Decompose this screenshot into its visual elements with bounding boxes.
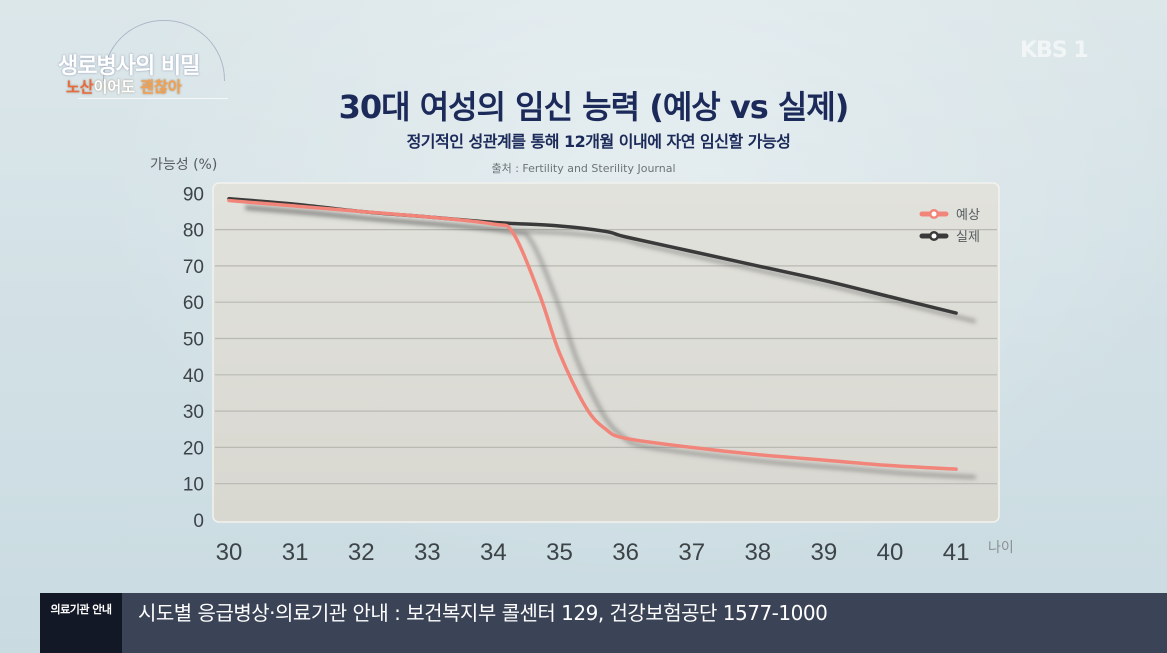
legend-item: 실제 bbox=[919, 230, 980, 245]
show-subtitle-accent: 노산 bbox=[66, 78, 94, 96]
ticker-text: 시도별 응급병상·의료기관 안내 : 보건복지부 콜센터 129, 건강보험공단… bbox=[138, 601, 828, 625]
x-tick-label: 36 bbox=[612, 539, 639, 566]
y-tick-label: 90 bbox=[183, 184, 204, 205]
y-tick-label: 0 bbox=[193, 511, 204, 532]
news-ticker: 의료기관 안내 시도별 응급병상·의료기관 안내 : 보건복지부 콜센터 129… bbox=[40, 593, 1167, 653]
ticker-tag: 의료기관 안내 bbox=[40, 593, 122, 653]
x-axis-ticks: 30 31 32 33 34 35 36 37 38 39 40 41 bbox=[216, 539, 970, 566]
chart-subtitle: 정기적인 성관계를 통해 12개월 이내에 자연 임신할 가능성 bbox=[406, 132, 791, 151]
legend-label: 실제 bbox=[956, 230, 980, 245]
gridlines bbox=[215, 229, 997, 485]
x-tick-label: 41 bbox=[943, 539, 970, 566]
y-tick-label: 20 bbox=[183, 438, 204, 459]
series-line-expected bbox=[227, 198, 958, 471]
chart-title: 30대 여성의 임신 능력 (예상 vs 실제) bbox=[338, 88, 850, 126]
y-axis-ticks: 0 10 20 30 40 50 60 70 80 90 bbox=[183, 184, 204, 532]
x-tick-label: 37 bbox=[678, 539, 705, 566]
show-logo: 생로병사의 비밀 노산이어도 괜찮아 bbox=[58, 20, 228, 110]
y-tick-label: 10 bbox=[183, 475, 204, 496]
y-tick-label: 60 bbox=[183, 293, 204, 314]
y-tick-label: 30 bbox=[183, 402, 204, 423]
y-tick-label: 40 bbox=[183, 366, 204, 387]
y-axis-label: 가능성 (%) bbox=[150, 157, 218, 173]
x-tick-label: 38 bbox=[744, 539, 771, 566]
show-subtitle-middle: 이어도 bbox=[93, 78, 141, 96]
legend-label: 예상 bbox=[956, 208, 980, 223]
x-tick-label: 39 bbox=[811, 539, 838, 566]
x-axis-unit: 나이 bbox=[988, 540, 1014, 556]
show-subtitle-end: 괜찮아 bbox=[140, 78, 182, 96]
legend-item: 예상 bbox=[919, 208, 980, 223]
x-tick-label: 33 bbox=[414, 539, 441, 566]
x-tick-label: 31 bbox=[282, 539, 309, 566]
x-tick-label: 32 bbox=[348, 539, 375, 566]
legend-marker-center bbox=[931, 233, 937, 239]
x-tick-label: 34 bbox=[480, 539, 507, 566]
show-subtitle: 노산이어도 괜찮아 bbox=[66, 76, 182, 97]
plot-area bbox=[212, 182, 1000, 523]
show-title: 생로병사의 비밀 bbox=[58, 54, 200, 79]
channel-logo: KBS 1 bbox=[1020, 38, 1089, 63]
legend-marker-center bbox=[931, 211, 937, 217]
x-tick-label: 40 bbox=[877, 539, 904, 566]
data-lines bbox=[227, 196, 958, 471]
x-tick-label: 30 bbox=[216, 539, 243, 566]
y-tick-label: 80 bbox=[183, 221, 204, 242]
line-shadows bbox=[245, 204, 977, 480]
y-tick-label: 50 bbox=[183, 330, 204, 351]
line-shadow bbox=[245, 206, 977, 480]
logo-underline bbox=[78, 98, 228, 99]
x-tick-label: 35 bbox=[546, 539, 573, 566]
chart-source: 출처 : Fertility and Sterility Journal bbox=[491, 162, 676, 175]
y-tick-label: 70 bbox=[183, 257, 204, 278]
